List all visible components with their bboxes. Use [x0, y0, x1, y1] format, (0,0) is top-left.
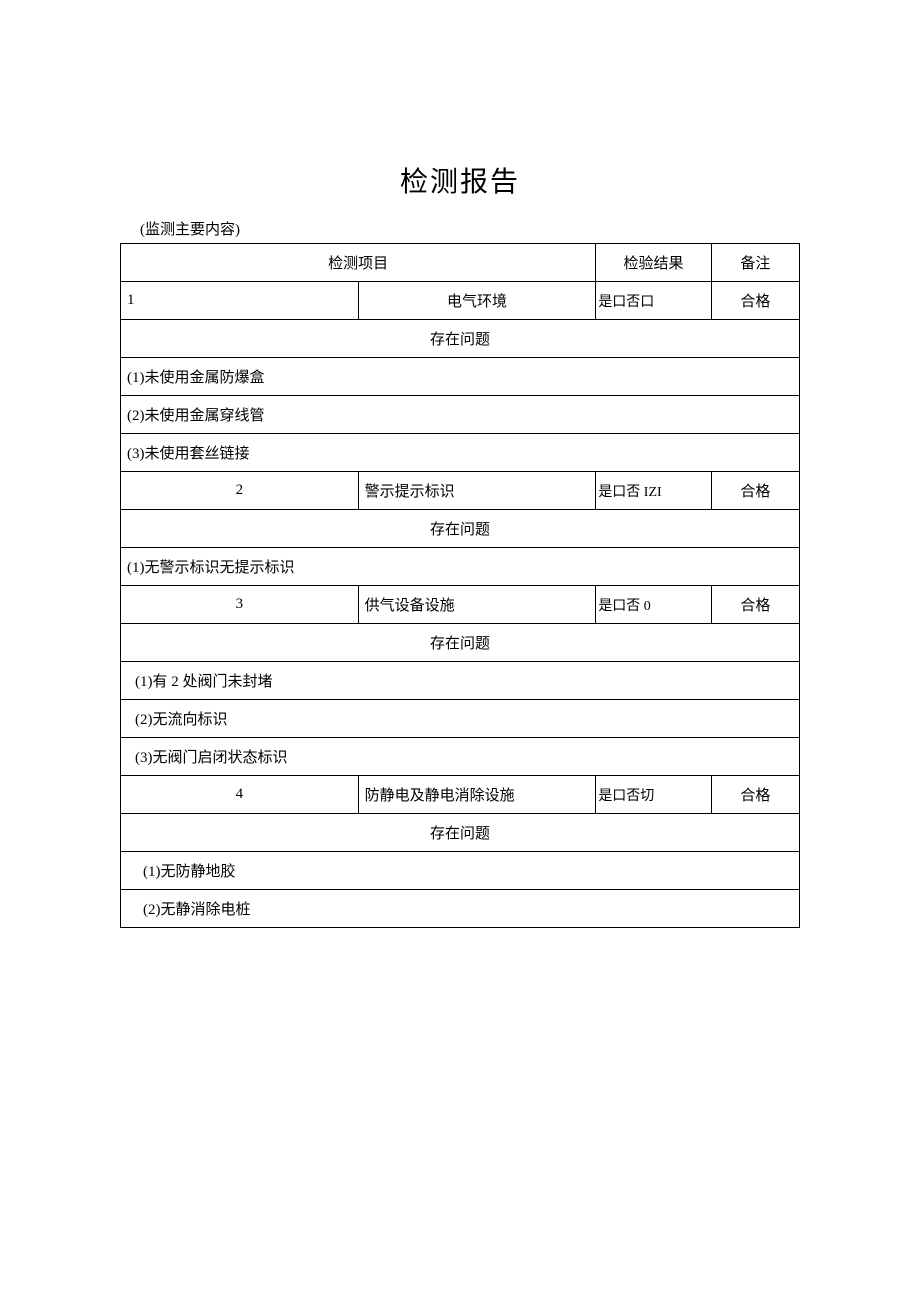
header-item: 检测项目 [121, 244, 596, 282]
problem-header-row: 存在问题 [121, 624, 800, 662]
problem-row: (2)未使用金属穿线管 [121, 396, 800, 434]
problem-text: (2)无静消除电桩 [121, 890, 800, 928]
table-row: 2 警示提示标识 是口否 IZI 合格 [121, 472, 800, 510]
row-result: 是口否 IZI [596, 472, 711, 510]
row-note: 合格 [711, 282, 799, 320]
row-result: 是口否口 [596, 282, 711, 320]
problem-header-row: 存在问题 [121, 510, 800, 548]
row-note: 合格 [711, 586, 799, 624]
problem-row: (1)未使用金属防爆盒 [121, 358, 800, 396]
problem-header: 存在问题 [121, 510, 800, 548]
table-row: 4 防静电及静电消除设施 是口否切 合格 [121, 776, 800, 814]
problem-text: (1)无防静地胶 [121, 852, 800, 890]
table-row: 3 供气设备设施 是口否 0 合格 [121, 586, 800, 624]
row-item-name: 供气设备设施 [358, 586, 596, 624]
problem-header-row: 存在问题 [121, 320, 800, 358]
document-page: 检测报告 (监测主要内容) 检测项目 检验结果 备注 1 电气环境 是口否口 合… [0, 0, 920, 988]
problem-text: (3)未使用套丝链接 [121, 434, 800, 472]
inspection-table: 检测项目 检验结果 备注 1 电气环境 是口否口 合格 存在问题 (1)未使用金… [120, 243, 800, 928]
problem-header: 存在问题 [121, 320, 800, 358]
row-number: 1 [121, 282, 359, 320]
header-result: 检验结果 [596, 244, 711, 282]
problem-text: (1)有 2 处阀门未封堵 [121, 662, 800, 700]
row-number: 3 [121, 586, 359, 624]
row-result: 是口否 0 [596, 586, 711, 624]
problem-text: (2)未使用金属穿线管 [121, 396, 800, 434]
row-number: 2 [121, 472, 359, 510]
row-result: 是口否切 [596, 776, 711, 814]
row-item-name: 警示提示标识 [358, 472, 596, 510]
header-note: 备注 [711, 244, 799, 282]
problem-row: (3)未使用套丝链接 [121, 434, 800, 472]
row-note: 合格 [711, 776, 799, 814]
problem-text: (1)无警示标识无提示标识 [121, 548, 800, 586]
problem-text: (3)无阀门启闭状态标识 [121, 738, 800, 776]
table-row: 1 电气环境 是口否口 合格 [121, 282, 800, 320]
row-item-name: 电气环境 [358, 282, 596, 320]
problem-row: (1)有 2 处阀门未封堵 [121, 662, 800, 700]
problem-row: (1)无警示标识无提示标识 [121, 548, 800, 586]
problem-text: (1)未使用金属防爆盒 [121, 358, 800, 396]
problem-header: 存在问题 [121, 814, 800, 852]
problem-row: (1)无防静地胶 [121, 852, 800, 890]
row-note: 合格 [711, 472, 799, 510]
problem-row: (3)无阀门启闭状态标识 [121, 738, 800, 776]
table-header-row: 检测项目 检验结果 备注 [121, 244, 800, 282]
problem-row: (2)无静消除电桩 [121, 890, 800, 928]
problem-text: (2)无流向标识 [121, 700, 800, 738]
problem-header-row: 存在问题 [121, 814, 800, 852]
document-title: 检测报告 [120, 160, 800, 200]
row-number: 4 [121, 776, 359, 814]
problem-row: (2)无流向标识 [121, 700, 800, 738]
document-subtitle: (监测主要内容) [140, 218, 800, 239]
problem-header: 存在问题 [121, 624, 800, 662]
row-item-name: 防静电及静电消除设施 [358, 776, 596, 814]
